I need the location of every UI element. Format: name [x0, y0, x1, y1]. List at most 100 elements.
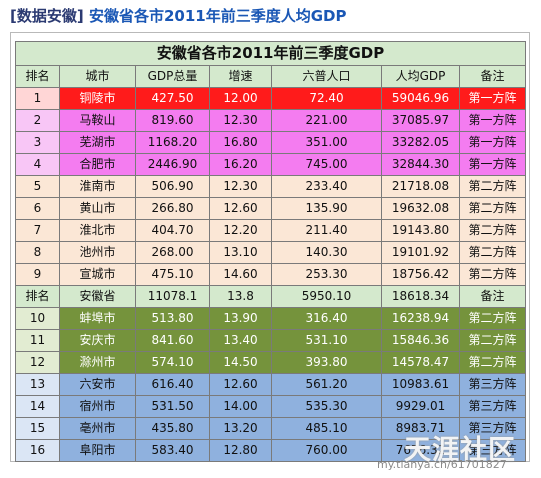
gdp-cell: 268.00 — [135, 241, 210, 264]
note-cell: 第二方阵 — [458, 175, 527, 198]
note-cell: 第二方阵 — [458, 329, 527, 352]
table-row: 9 宣城市 475.10 14.60 253.30 18756.42 第二方阵 — [15, 263, 527, 286]
column-header: 城市 — [59, 65, 136, 88]
per-capita-gdp-cell: 21718.08 — [381, 175, 460, 198]
summary-city: 安徽省 — [59, 285, 136, 308]
summary-per-capita: 18618.34 — [381, 285, 460, 308]
gdp-cell: 2446.90 — [135, 153, 210, 176]
gdp-cell: 506.90 — [135, 175, 210, 198]
tianya-watermark-logo: 天涯社区 — [404, 435, 516, 466]
city-cell: 黄山市 — [59, 197, 136, 220]
growth-cell: 12.80 — [209, 439, 272, 462]
gdp-cell: 574.10 — [135, 351, 210, 374]
city-cell: 阜阳市 — [59, 439, 136, 462]
table-row: 12 滁州市 574.10 14.50 393.80 14578.47 第二方阵 — [15, 351, 527, 374]
summary-growth: 13.8 — [209, 285, 272, 308]
table-row: 5 淮南市 506.90 12.30 233.40 21718.08 第二方阵 — [15, 175, 527, 198]
note-cell: 第三方阵 — [458, 395, 527, 418]
city-cell: 宣城市 — [59, 263, 136, 286]
growth-cell: 12.60 — [209, 197, 272, 220]
gdp-cell: 583.40 — [135, 439, 210, 462]
table-row: 15 亳州市 435.80 13.20 485.10 8983.71 第三方阵 — [15, 417, 527, 440]
per-capita-gdp-cell: 14578.47 — [381, 351, 460, 374]
post-title-text[interactable]: 安徽省各市2011年前三季度人均GDP — [88, 7, 347, 25]
table-row: 3 芜湖市 1168.20 16.80 351.00 33282.05 第一方阵 — [15, 131, 527, 154]
growth-cell: 12.30 — [209, 109, 272, 132]
summary-rank-label: 排名 — [15, 285, 60, 308]
image-frame: 安徽省各市2011年前三季度GDP 排名 城市 GDP总量 增速 六普人口 人均… — [10, 32, 530, 462]
growth-cell: 13.10 — [209, 241, 272, 264]
city-cell: 池州市 — [59, 241, 136, 264]
per-capita-gdp-cell: 7676.32 — [381, 439, 460, 462]
growth-cell: 12.60 — [209, 373, 272, 396]
city-cell: 安庆市 — [59, 329, 136, 352]
per-capita-gdp-cell: 10983.61 — [381, 373, 460, 396]
rank-cell: 15 — [15, 417, 60, 440]
rank-cell: 1 — [15, 87, 60, 110]
population-cell: 72.40 — [271, 87, 382, 110]
city-cell: 马鞍山 — [59, 109, 136, 132]
note-cell: 第三方阵 — [458, 373, 527, 396]
gdp-cell: 819.60 — [135, 109, 210, 132]
note-cell: 第二方阵 — [458, 197, 527, 220]
post-category-tag[interactable]: [数据安徽] — [10, 7, 84, 25]
table-header-row: 排名 城市 GDP总量 增速 六普人口 人均GDP 备注 — [15, 65, 527, 88]
population-cell: 760.00 — [271, 439, 382, 462]
rank-cell: 4 — [15, 153, 60, 176]
population-cell: 535.30 — [271, 395, 382, 418]
table-row: 1 铜陵市 427.50 12.00 72.40 59046.96 第一方阵 — [15, 87, 527, 110]
summary-population: 5950.10 — [271, 285, 382, 308]
rank-cell: 2 — [15, 109, 60, 132]
population-cell: 561.20 — [271, 373, 382, 396]
rank-cell: 8 — [15, 241, 60, 264]
table-body-bottom: 10 蚌埠市 513.80 13.90 316.40 16238.94 第二方阵 11 安庆市 8… — [15, 307, 527, 462]
per-capita-gdp-cell: 18756.42 — [381, 263, 460, 286]
note-cell: 第二方阵 — [458, 351, 527, 374]
note-cell: 第三方阵 — [458, 417, 527, 440]
table-row: 13 六安市 616.40 12.60 561.20 10983.61 第三方阵 — [15, 373, 527, 396]
note-cell: 第二方阵 — [458, 307, 527, 330]
table-body-top: 1 铜陵市 427.50 12.00 72.40 59046.96 第一方阵 2 马鞍山 819.… — [15, 87, 527, 286]
column-header: 六普人口 — [271, 65, 382, 88]
column-header: 排名 — [15, 65, 60, 88]
city-cell: 淮北市 — [59, 219, 136, 242]
watermark-url: my.tianya.cn/61701827 — [377, 458, 507, 471]
rank-cell: 6 — [15, 197, 60, 220]
growth-cell: 14.00 — [209, 395, 272, 418]
rank-cell: 9 — [15, 263, 60, 286]
per-capita-gdp-cell: 9929.01 — [381, 395, 460, 418]
growth-cell: 14.60 — [209, 263, 272, 286]
growth-cell: 12.20 — [209, 219, 272, 242]
per-capita-gdp-cell: 19632.08 — [381, 197, 460, 220]
growth-cell: 13.90 — [209, 307, 272, 330]
gdp-cell: 404.70 — [135, 219, 210, 242]
rank-cell: 16 — [15, 439, 60, 462]
rank-cell: 5 — [15, 175, 60, 198]
column-header: GDP总量 — [135, 65, 210, 88]
city-cell: 芜湖市 — [59, 131, 136, 154]
rank-cell: 11 — [15, 329, 60, 352]
column-header: 备注 — [458, 65, 527, 88]
per-capita-gdp-cell: 19101.92 — [381, 241, 460, 264]
growth-cell: 12.30 — [209, 175, 272, 198]
table-row: 14 宿州市 531.50 14.00 535.30 9929.01 第三方阵 — [15, 395, 527, 418]
population-cell: 135.90 — [271, 197, 382, 220]
population-cell: 351.00 — [271, 131, 382, 154]
growth-cell: 16.80 — [209, 131, 272, 154]
note-cell: 第一方阵 — [458, 109, 527, 132]
gdp-cell: 435.80 — [135, 417, 210, 440]
city-cell: 亳州市 — [59, 417, 136, 440]
city-cell: 合肥市 — [59, 153, 136, 176]
per-capita-gdp-cell: 33282.05 — [381, 131, 460, 154]
population-cell: 393.80 — [271, 351, 382, 374]
gdp-cell: 616.40 — [135, 373, 210, 396]
rank-cell: 3 — [15, 131, 60, 154]
per-capita-gdp-cell: 59046.96 — [381, 87, 460, 110]
note-cell: 第一方阵 — [458, 153, 527, 176]
column-header: 增速 — [209, 65, 272, 88]
rank-cell: 7 — [15, 219, 60, 242]
gdp-table: 安徽省各市2011年前三季度GDP 排名 城市 GDP总量 增速 六普人口 人均… — [14, 41, 527, 462]
population-cell: 211.40 — [271, 219, 382, 242]
table-row: 10 蚌埠市 513.80 13.90 316.40 16238.94 第二方阵 — [15, 307, 527, 330]
table-row: 4 合肥市 2446.90 16.20 745.00 32844.30 第一方阵 — [15, 153, 527, 176]
